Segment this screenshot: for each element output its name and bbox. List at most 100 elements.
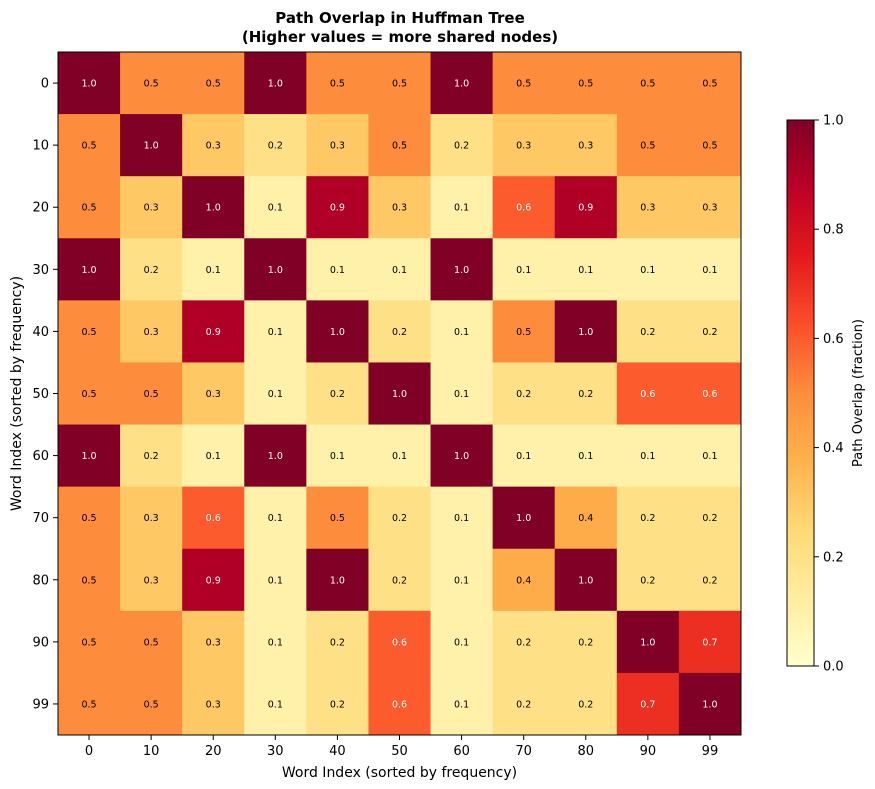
cell-value-label: 0.3	[330, 141, 345, 152]
heatmap-cell	[182, 52, 245, 115]
heatmap-cell	[58, 610, 121, 674]
cell-value-label: 0.9	[330, 203, 345, 214]
colorbar-tick-label: 0.0	[823, 660, 844, 675]
cell-value-label: 0.6	[516, 203, 531, 214]
heatmap-cell	[554, 238, 618, 301]
cell-value-label: 0.6	[206, 513, 221, 524]
heatmap-cell	[678, 362, 742, 426]
heatmap-cell	[306, 610, 369, 674]
heatmap-cell	[492, 114, 556, 177]
cell-value-label: 0.2	[144, 451, 159, 462]
cell-value-label: 0.2	[640, 327, 655, 338]
heatmap-cell	[616, 486, 680, 550]
cell-value-label: 0.2	[702, 575, 717, 586]
cell-value-label: 0.1	[268, 513, 283, 524]
cell-value-label: 0.1	[268, 327, 283, 338]
cell-value-label: 0.1	[516, 265, 531, 276]
heatmap-cell	[244, 176, 307, 239]
cell-value-label: 1.0	[640, 637, 655, 648]
y-axis-label: Word Index (sorted by frequency)	[9, 276, 25, 511]
heatmap-cell	[182, 362, 245, 426]
cell-value-label: 0.1	[268, 575, 283, 586]
heatmap-cell	[58, 52, 121, 115]
heatmap-cell	[244, 672, 307, 736]
cell-value-label: 0.6	[640, 389, 655, 400]
cell-value-label: 0.3	[206, 637, 221, 648]
heatmap-cell	[244, 114, 307, 177]
cell-value-label: 0.1	[454, 637, 469, 648]
heatmap-cell	[616, 424, 680, 488]
heatmap-cell	[492, 176, 556, 239]
cell-value-label: 1.0	[268, 79, 283, 90]
heatmap-cell	[678, 486, 742, 550]
heatmap-cell	[678, 610, 742, 674]
cell-value-label: 0.1	[454, 203, 469, 214]
heatmap-cell	[120, 238, 183, 301]
heatmap-cell	[120, 362, 183, 426]
cell-value-label: 0.5	[330, 513, 345, 524]
cell-value-label: 1.0	[454, 451, 469, 462]
colorbar-tick-label: 1.0	[823, 114, 844, 129]
heatmap-cell	[120, 300, 183, 363]
heatmap-cell	[492, 610, 556, 674]
heatmap-cell	[182, 114, 245, 177]
y-tick-label: 20	[32, 201, 49, 216]
heatmap-cell	[244, 362, 307, 426]
heatmap-cell	[430, 176, 494, 239]
cell-value-label: 0.5	[81, 513, 96, 524]
heatmap-cell	[244, 238, 307, 301]
cell-value-label: 0.2	[640, 575, 655, 586]
heatmap-cell	[492, 548, 556, 612]
cell-value-label: 0.9	[578, 203, 593, 214]
cell-value-label: 0.5	[578, 79, 593, 90]
heatmap-cell	[244, 548, 307, 612]
heatmap-cell	[368, 52, 432, 115]
cell-value-label: 0.5	[81, 327, 96, 338]
cell-value-label: 0.6	[392, 699, 407, 710]
cell-value-label: 0.2	[268, 141, 283, 152]
x-axis-ticks: 0 10 20 30 40 50 60 70 80 90 99	[85, 735, 718, 759]
y-tick-label: 50	[32, 387, 49, 402]
cell-value-label: 0.5	[81, 699, 96, 710]
heatmap-cell	[306, 672, 369, 736]
cell-value-label: 0.9	[206, 575, 221, 586]
cell-value-label: 0.5	[81, 637, 96, 648]
cell-value-label: 0.1	[454, 327, 469, 338]
x-tick-label: 50	[391, 744, 408, 759]
cell-value-label: 0.1	[454, 575, 469, 586]
cell-value-label: 0.2	[578, 699, 593, 710]
heatmap-cell	[430, 52, 494, 115]
cell-value-label: 0.1	[268, 389, 283, 400]
heatmap-cell	[120, 548, 183, 612]
cell-value-label: 0.2	[578, 389, 593, 400]
cell-value-label: 0.7	[702, 637, 717, 648]
cell-value-label: 0.1	[578, 451, 593, 462]
heatmap-cell	[616, 672, 680, 736]
heatmap-cell	[368, 362, 432, 426]
heatmap-cell	[678, 114, 742, 177]
cell-value-label: 0.1	[268, 699, 283, 710]
cell-value-label: 0.5	[516, 327, 531, 338]
heatmap-cell	[554, 114, 618, 177]
heatmap-cell	[616, 362, 680, 426]
y-tick-label: 40	[32, 325, 49, 340]
heatmap-cell	[306, 52, 369, 115]
heatmap-cell	[58, 300, 121, 363]
heatmap-cell	[58, 486, 121, 550]
cell-value-label: 0.3	[144, 203, 159, 214]
cell-value-label: 0.5	[144, 699, 159, 710]
x-tick-label: 40	[329, 744, 346, 759]
heatmap-cell	[430, 238, 494, 301]
cell-value-label: 0.1	[206, 451, 221, 462]
cell-value-label: 0.1	[702, 451, 717, 462]
cell-value-label: 1.0	[81, 451, 96, 462]
cell-value-label: 0.1	[330, 265, 345, 276]
heatmap-cell	[120, 672, 183, 736]
cell-value-label: 0.5	[702, 79, 717, 90]
cell-value-label: 1.0	[268, 265, 283, 276]
heatmap-cell	[120, 176, 183, 239]
x-tick-label: 10	[143, 744, 160, 759]
heatmap-cell	[120, 424, 183, 488]
cell-value-label: 0.2	[516, 637, 531, 648]
colorbar-tick-label: 0.2	[823, 550, 844, 565]
